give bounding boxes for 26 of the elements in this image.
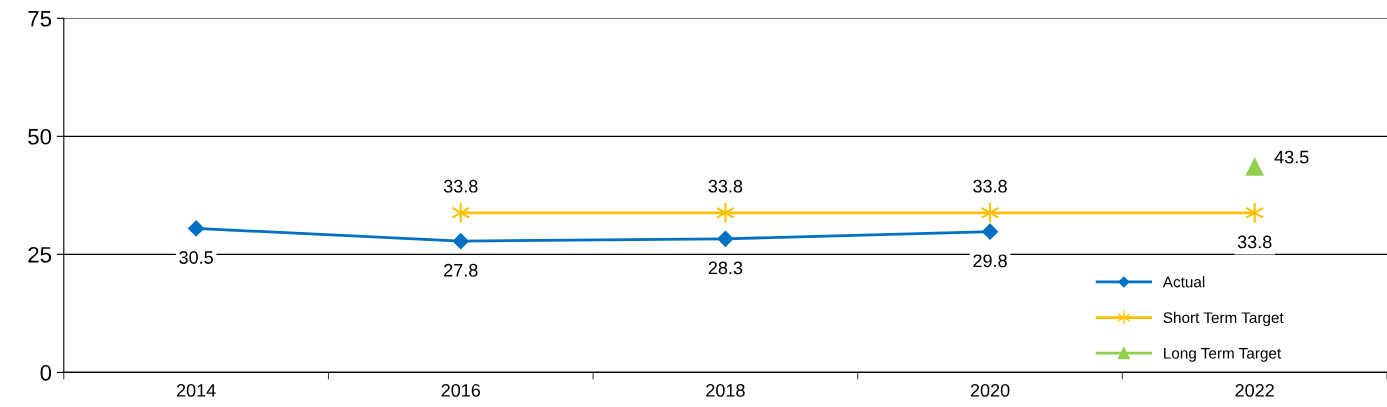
data-label: 28.3 xyxy=(708,261,743,275)
y-tick-label: 25 xyxy=(28,246,52,263)
data-label: 30.5 xyxy=(179,251,213,264)
legend-label: Short Term Target xyxy=(1163,311,1284,327)
x-tick-label: 2014 xyxy=(176,383,216,397)
data-label: 43.5 xyxy=(1274,150,1309,164)
point xyxy=(1246,158,1264,176)
legend-label: Long Term Target xyxy=(1164,348,1282,362)
x-tick-label: 2018 xyxy=(706,383,745,397)
y-tick-label: 75 xyxy=(28,11,52,27)
legend-label: Actual xyxy=(1162,276,1205,288)
x-tick-label: 2016 xyxy=(441,383,481,397)
y-tick-label: 0 xyxy=(40,364,52,381)
point xyxy=(188,220,205,237)
data-label: 33.8 xyxy=(708,179,743,193)
point xyxy=(452,233,469,250)
data-label: 33.8 xyxy=(973,179,1007,193)
x-tick-label: 2022 xyxy=(1235,383,1274,397)
y-tick-label: 50 xyxy=(28,128,52,145)
data-label: 33.8 xyxy=(443,179,478,193)
data-label: 27.8 xyxy=(444,263,478,277)
point xyxy=(982,223,998,240)
data-label: 33.8 xyxy=(1237,235,1272,249)
data-label: 29.8 xyxy=(973,254,1007,268)
x-tick-label: 2020 xyxy=(970,383,1010,397)
point xyxy=(717,230,734,247)
